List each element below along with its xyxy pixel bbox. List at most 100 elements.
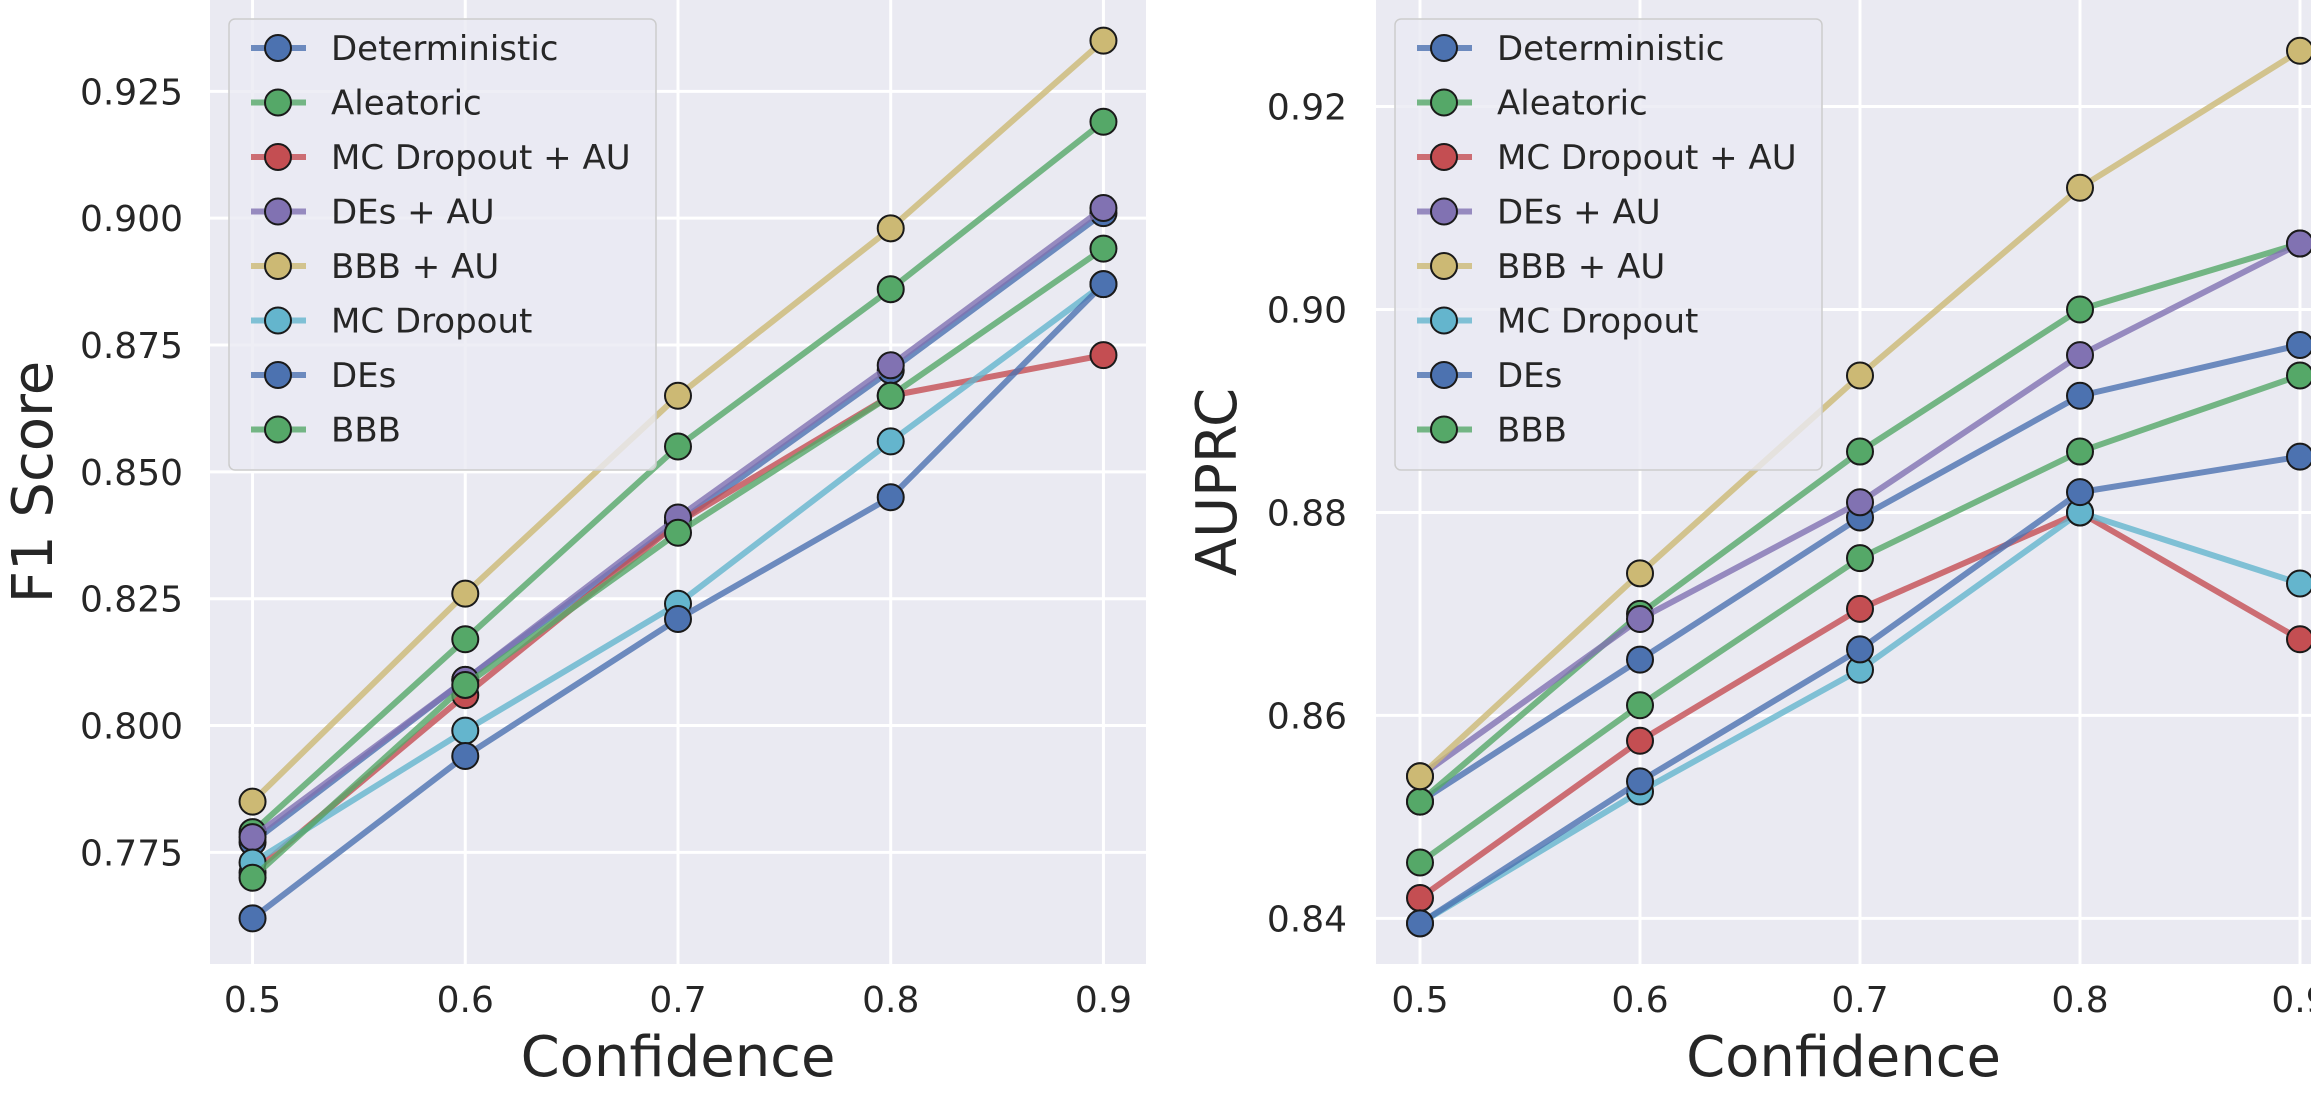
y-tick-label: 0.775: [80, 833, 183, 874]
y-axis-label: F1 Score: [1, 361, 66, 603]
x-tick-label: 0.8: [2051, 980, 2108, 1021]
x-axis-label: Confidence: [521, 1025, 836, 1090]
legend-label: Deterministic: [331, 29, 558, 69]
legend-marker: [1430, 306, 1458, 335]
y-tick-label: 0.86: [1267, 696, 1347, 737]
data-point: [664, 381, 692, 410]
series-bbb-au: [1406, 36, 2311, 791]
x-tick-label: 0.5: [224, 980, 281, 1021]
series-bbb-au: [238, 26, 1118, 816]
legend-item: BBB + AU: [251, 247, 499, 287]
y-tick-label: 0.925: [80, 72, 183, 113]
data-point: [1406, 762, 1434, 791]
data-point: [451, 741, 480, 770]
data-point: [1406, 787, 1434, 816]
legend-item: BBB: [1417, 411, 1567, 451]
data-point: [1626, 767, 1654, 796]
legend-item: MC Dropout: [251, 302, 532, 342]
data-point: [451, 716, 480, 745]
series-bbb: [1406, 361, 2311, 877]
data-point: [876, 427, 905, 456]
x-tick-label: 0.6: [437, 980, 494, 1021]
data-point: [238, 787, 267, 816]
x-tick-label: 0.5: [1391, 980, 1448, 1021]
legend-marker: [264, 361, 292, 389]
x-tick-label: 0.9: [1075, 980, 1132, 1021]
data-point: [1406, 848, 1434, 877]
data-point: [1406, 909, 1434, 938]
legend-label: BBB + AU: [331, 247, 499, 287]
data-point: [2066, 437, 2094, 466]
data-point: [1846, 361, 1874, 390]
y-tick-label: 0.92: [1267, 88, 1347, 129]
data-point: [876, 483, 905, 512]
data-point: [2066, 295, 2094, 324]
data-point: [664, 604, 692, 633]
data-point: [451, 670, 480, 699]
data-point: [2286, 331, 2311, 360]
data-point: [876, 275, 905, 304]
legend-item: DEs: [251, 356, 396, 396]
y-tick-label: 0.875: [80, 326, 183, 367]
data-point: [2286, 569, 2311, 598]
legend: Deterministic Aleatoric MC Dropout + AU DEs…: [228, 18, 657, 471]
data-point: [1406, 884, 1434, 913]
data-point: [2066, 478, 2094, 507]
legend-marker: [1430, 252, 1458, 280]
legend-box: [1394, 18, 1823, 471]
y-tick-label: 0.88: [1267, 493, 1347, 534]
legend-label: MC Dropout + AU: [1497, 138, 1797, 178]
legend-item: Deterministic: [1417, 29, 1724, 69]
f1-chart: 0.775 0.800 0.825 0.850 0.875 0.900 0.925 0.5 0.…: [1, 0, 1146, 1090]
data-point: [2286, 442, 2311, 471]
data-point: [2286, 229, 2311, 258]
legend-label: DEs: [1497, 356, 1562, 396]
x-tick-label: 0.7: [649, 980, 706, 1021]
data-point: [1626, 726, 1654, 755]
legend-item: BBB: [251, 411, 401, 451]
legend-label: DEs + AU: [331, 193, 495, 233]
legend-label: BBB: [1497, 411, 1567, 451]
data-point: [451, 579, 480, 608]
legend-item: Aleatoric: [251, 84, 482, 124]
y-tick-label: 0.825: [80, 580, 183, 621]
data-point: [1626, 604, 1654, 633]
legend-label: BBB + AU: [1497, 247, 1665, 287]
data-point: [2066, 173, 2094, 202]
data-point: [1089, 341, 1118, 370]
legend-label: MC Dropout: [1497, 302, 1698, 342]
legend-marker: [264, 415, 292, 444]
legend-label: DEs: [331, 356, 396, 396]
data-point: [1089, 194, 1118, 223]
legend-item: MC Dropout + AU: [251, 138, 631, 178]
x-tick-label: 0.8: [862, 980, 919, 1021]
legend-marker: [1430, 197, 1458, 226]
x-axis-label: Confidence: [1686, 1025, 2001, 1090]
data-point: [2066, 341, 2094, 370]
legend-marker: [264, 197, 292, 226]
legend-item: DEs: [1417, 356, 1562, 396]
data-point: [1626, 691, 1654, 720]
legend-marker: [264, 34, 292, 62]
legend-marker: [264, 88, 292, 117]
legend-item: Deterministic: [251, 29, 558, 69]
legend-label: BBB: [331, 411, 401, 451]
data-point: [1089, 26, 1118, 55]
legend-marker: [1430, 143, 1458, 171]
legend-label: Aleatoric: [1497, 84, 1648, 124]
legend-marker: [264, 143, 292, 171]
legend-label: Aleatoric: [331, 84, 482, 124]
legend-label: MC Dropout: [331, 302, 532, 342]
data-point: [1846, 635, 1874, 664]
legend-marker: [1430, 361, 1458, 389]
data-point: [1846, 437, 1874, 466]
series-des: [1406, 442, 2311, 938]
legend-box: [228, 18, 657, 471]
data-point: [238, 863, 267, 892]
data-point: [1846, 544, 1874, 573]
legend-marker: [1430, 34, 1458, 62]
data-point: [1846, 594, 1874, 623]
data-point: [664, 432, 692, 461]
legend-label: Deterministic: [1497, 29, 1724, 69]
data-point: [876, 351, 905, 380]
